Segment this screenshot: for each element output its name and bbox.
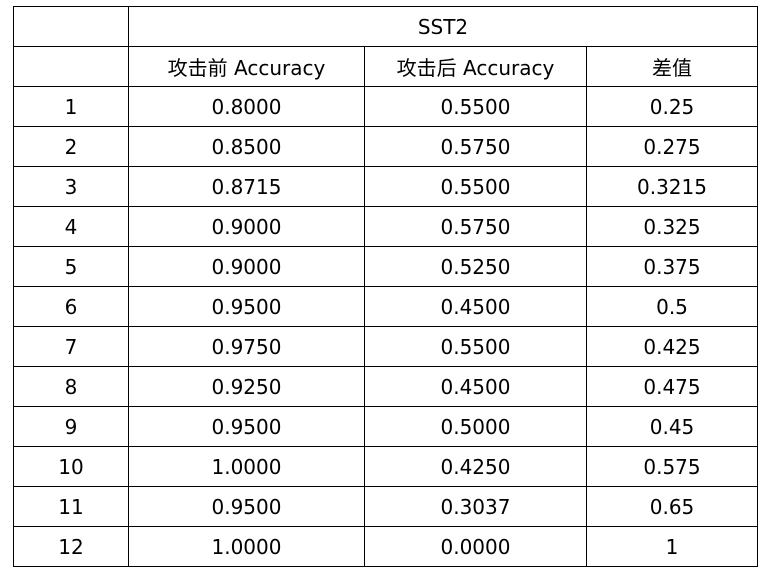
before-accuracy-cell: 0.9000 xyxy=(128,246,365,287)
before-accuracy-cell: 1.0000 xyxy=(128,526,365,567)
row-index-cell: 12 xyxy=(13,526,129,567)
difference-cell: 0.475 xyxy=(586,366,758,407)
after-accuracy-cell: 0.5500 xyxy=(364,86,587,127)
difference-cell: 0.425 xyxy=(586,326,758,367)
table-row: 7 0.9750 0.5500 0.425 xyxy=(13,326,758,367)
column-header-index xyxy=(13,46,129,87)
column-header-before-attack-accuracy: 攻击前 Accuracy xyxy=(128,46,365,87)
table-row: 8 0.9250 0.4500 0.475 xyxy=(13,366,758,407)
before-accuracy-cell: 0.9750 xyxy=(128,326,365,367)
table-row: 5 0.9000 0.5250 0.375 xyxy=(13,246,758,287)
row-index-cell: 3 xyxy=(13,166,129,207)
difference-cell: 0.65 xyxy=(586,486,758,527)
table-row: 1 0.8000 0.5500 0.25 xyxy=(13,86,758,127)
table-row: 12 1.0000 0.0000 1 xyxy=(13,526,758,567)
table-row: 11 0.9500 0.3037 0.65 xyxy=(13,486,758,527)
table-row: 6 0.9500 0.4500 0.5 xyxy=(13,286,758,327)
row-index-cell: 9 xyxy=(13,406,129,447)
row-index-cell: 4 xyxy=(13,206,129,247)
after-accuracy-cell: 0.5500 xyxy=(364,166,587,207)
after-accuracy-cell: 0.5750 xyxy=(364,126,587,167)
after-accuracy-cell: 0.0000 xyxy=(364,526,587,567)
before-accuracy-cell: 0.9500 xyxy=(128,486,365,527)
row-index-cell: 6 xyxy=(13,286,129,327)
row-index-cell: 5 xyxy=(13,246,129,287)
table-row: 3 0.8715 0.5500 0.3215 xyxy=(13,166,758,207)
difference-cell: 0.325 xyxy=(586,206,758,247)
difference-cell: 0.575 xyxy=(586,446,758,487)
difference-cell: 0.45 xyxy=(586,406,758,447)
after-accuracy-cell: 0.5250 xyxy=(364,246,587,287)
before-accuracy-cell: 0.9500 xyxy=(128,406,365,447)
after-accuracy-cell: 0.4500 xyxy=(364,366,587,407)
after-accuracy-cell: 0.5500 xyxy=(364,326,587,367)
before-accuracy-cell: 0.9000 xyxy=(128,206,365,247)
difference-cell: 0.25 xyxy=(586,86,758,127)
column-header-after-attack-accuracy: 攻击后 Accuracy xyxy=(364,46,587,87)
table-row: 4 0.9000 0.5750 0.325 xyxy=(13,206,758,247)
row-index-cell: 1 xyxy=(13,86,129,127)
row-index-cell: 11 xyxy=(13,486,129,527)
after-accuracy-cell: 0.4500 xyxy=(364,286,587,327)
difference-cell: 0.375 xyxy=(586,246,758,287)
corner-cell xyxy=(13,6,129,47)
before-accuracy-cell: 1.0000 xyxy=(128,446,365,487)
row-index-cell: 7 xyxy=(13,326,129,367)
difference-cell: 0.3215 xyxy=(586,166,758,207)
row-index-cell: 10 xyxy=(13,446,129,487)
column-header-difference: 差值 xyxy=(586,46,758,87)
difference-cell: 1 xyxy=(586,526,758,567)
row-index-cell: 8 xyxy=(13,366,129,407)
before-accuracy-cell: 0.9250 xyxy=(128,366,365,407)
table-row: 2 0.8500 0.5750 0.275 xyxy=(13,126,758,167)
before-accuracy-cell: 0.8500 xyxy=(128,126,365,167)
group-header-row: SST2 xyxy=(13,6,758,47)
before-accuracy-cell: 0.8000 xyxy=(128,86,365,127)
results-table: SST2 攻击前 Accuracy 攻击后 Accuracy 差值 1 0.800… xyxy=(13,6,758,567)
column-header-row: 攻击前 Accuracy 攻击后 Accuracy 差值 xyxy=(13,46,758,87)
table-row: 9 0.9500 0.5000 0.45 xyxy=(13,406,758,447)
row-index-cell: 2 xyxy=(13,126,129,167)
before-accuracy-cell: 0.9500 xyxy=(128,286,365,327)
table-body: SST2 攻击前 Accuracy 攻击后 Accuracy 差值 1 0.800… xyxy=(13,6,758,567)
difference-cell: 0.5 xyxy=(586,286,758,327)
after-accuracy-cell: 0.5750 xyxy=(364,206,587,247)
table-row: 10 1.0000 0.4250 0.575 xyxy=(13,446,758,487)
group-header-sst2: SST2 xyxy=(128,6,758,47)
before-accuracy-cell: 0.8715 xyxy=(128,166,365,207)
difference-cell: 0.275 xyxy=(586,126,758,167)
after-accuracy-cell: 0.3037 xyxy=(364,486,587,527)
after-accuracy-cell: 0.4250 xyxy=(364,446,587,487)
after-accuracy-cell: 0.5000 xyxy=(364,406,587,447)
